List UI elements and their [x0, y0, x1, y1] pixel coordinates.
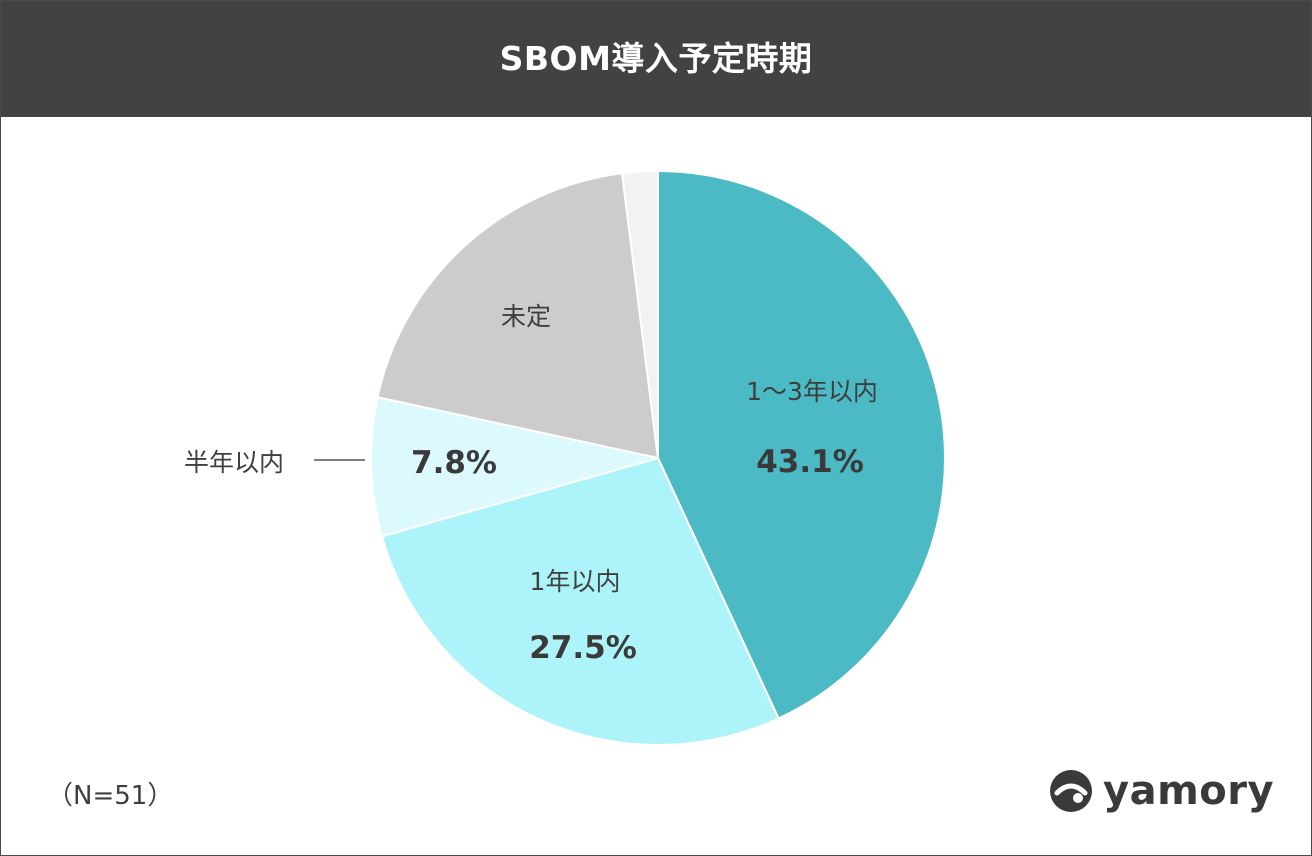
title-bar: SBOM導入予定時期 — [1, 1, 1311, 117]
slice-1-3-years — [657, 169, 946, 720]
slice-1-year — [380, 456, 780, 746]
slice-value-1-3-years: 43.1% — [756, 444, 864, 480]
pie-labels: 1～3年以内 43.1% 1年以内 27.5% 半年以内 7.8% 未定 — [184, 302, 878, 666]
slice-value-1-year: 27.5% — [529, 630, 637, 666]
slice-value-half-year: 7.8% — [411, 445, 497, 481]
slice-half-year — [370, 395, 659, 538]
chart-title: SBOM導入予定時期 — [499, 39, 813, 78]
slice-label-1-year: 1年以内 — [530, 567, 621, 596]
yamory-logo-icon — [1050, 770, 1092, 812]
slice-other — [620, 169, 659, 459]
slice-undecided — [376, 172, 660, 460]
slice-label-half-year: 半年以内 — [184, 448, 284, 477]
yamory-logo: yamory — [1047, 765, 1274, 817]
brand-name: yamory — [1103, 768, 1275, 814]
sample-size-note: （N=51） — [47, 781, 174, 811]
pie-slices — [370, 169, 946, 746]
slice-label-undecided: 未定 — [501, 302, 551, 331]
slice-label-1-3-years: 1～3年以内 — [746, 377, 878, 406]
